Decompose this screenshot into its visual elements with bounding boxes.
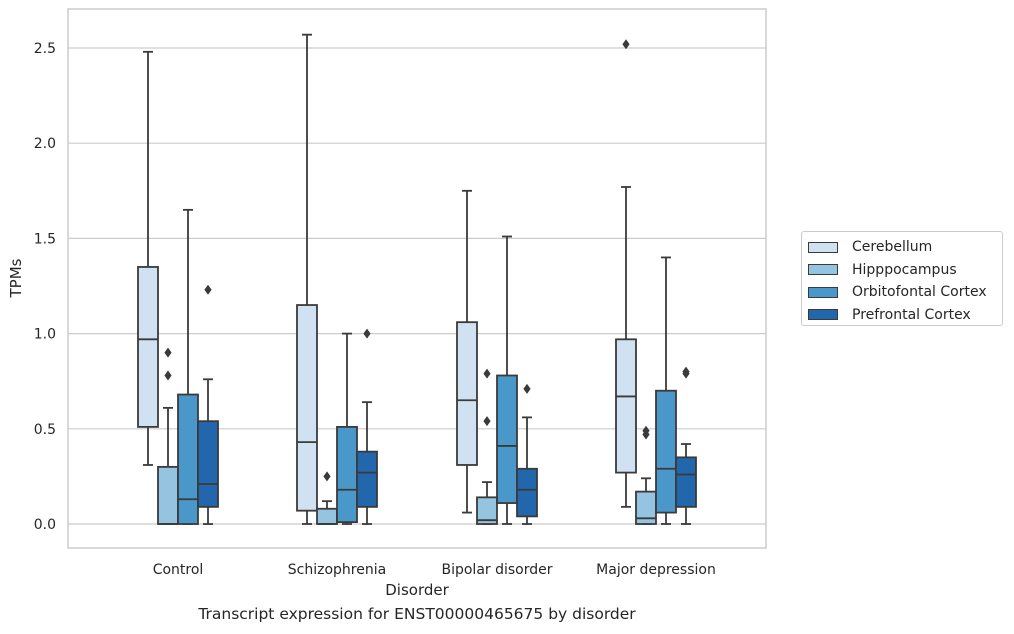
legend-item: Cerebellum	[808, 236, 1002, 259]
outlier-point	[164, 370, 172, 381]
box-iqr	[615, 338, 637, 474]
box-iqr	[177, 393, 199, 525]
outlier-point	[642, 429, 650, 440]
series-hipppocampus	[157, 347, 657, 525]
x-axis-label: Disorder	[385, 581, 449, 599]
outlier-point	[164, 347, 172, 358]
x-tick-label: Control	[153, 562, 204, 578]
legend-label: Hipppocampus	[852, 261, 957, 278]
plot-frame	[67, 8, 767, 549]
outlier-point	[523, 383, 531, 394]
y-tick-label: 0.0	[34, 517, 56, 533]
box-iqr	[137, 266, 159, 428]
box-iqr	[356, 450, 378, 508]
y-axis-label: TPMs	[7, 258, 25, 298]
legend: Cerebellum Hipppocampus Orbitofontal Corte…	[801, 231, 1003, 326]
legend-swatch	[808, 309, 838, 321]
outlier-point	[323, 471, 331, 482]
y-tick-labels: 0.0 0.5 1.0 1.5 2.0 2.5	[34, 41, 56, 533]
outlier-point	[682, 368, 690, 379]
box-iqr	[496, 374, 518, 504]
legend-swatch	[808, 264, 838, 276]
legend-item: Prefrontal Cortex	[808, 304, 1002, 327]
box-iqr	[516, 467, 538, 518]
legend-item: Hipppocampus	[808, 259, 1002, 282]
box-iqr	[157, 465, 179, 525]
y-tick-label: 1.5	[34, 231, 56, 247]
x-tick-label: Bipolar disorder	[441, 562, 552, 578]
box-iqr	[316, 507, 338, 525]
outlier-point	[622, 39, 630, 50]
outlier-point	[483, 416, 491, 427]
y-tick-label: 1.0	[34, 327, 56, 343]
legend-item: Orbitofontal Cortex	[808, 281, 1002, 304]
outlier-point	[204, 284, 212, 295]
box-iqr	[336, 425, 358, 523]
legend-label: Prefrontal Cortex	[852, 306, 971, 323]
outlier-point	[483, 368, 491, 379]
figure-caption: Transcript expression for ENST0000046567…	[198, 605, 636, 623]
box-iqr	[197, 420, 219, 508]
series-prefrontal-cortex	[197, 284, 697, 525]
box-iqr	[296, 304, 318, 512]
outlier-point	[363, 328, 371, 339]
y-tick-label: 2.0	[34, 136, 56, 152]
series-cerebellum	[137, 33, 637, 525]
legend-label: Orbitofontal Cortex	[852, 284, 987, 301]
box-series-group	[137, 33, 697, 525]
x-tick-label: Major depression	[596, 562, 716, 578]
legend-swatch	[808, 286, 838, 298]
box-iqr	[675, 456, 697, 508]
x-tick-label: Schizophrenia	[288, 562, 386, 578]
y-tick-label: 0.5	[34, 422, 56, 438]
legend-label: Cerebellum	[852, 239, 933, 256]
y-tick-label: 2.5	[34, 41, 56, 57]
box-iqr	[476, 496, 498, 525]
box-iqr	[456, 321, 478, 466]
x-tick-labels: Control Schizophrenia Bipolar disorder Majo…	[153, 562, 716, 578]
box-iqr	[655, 389, 677, 514]
legend-swatch	[808, 241, 838, 253]
